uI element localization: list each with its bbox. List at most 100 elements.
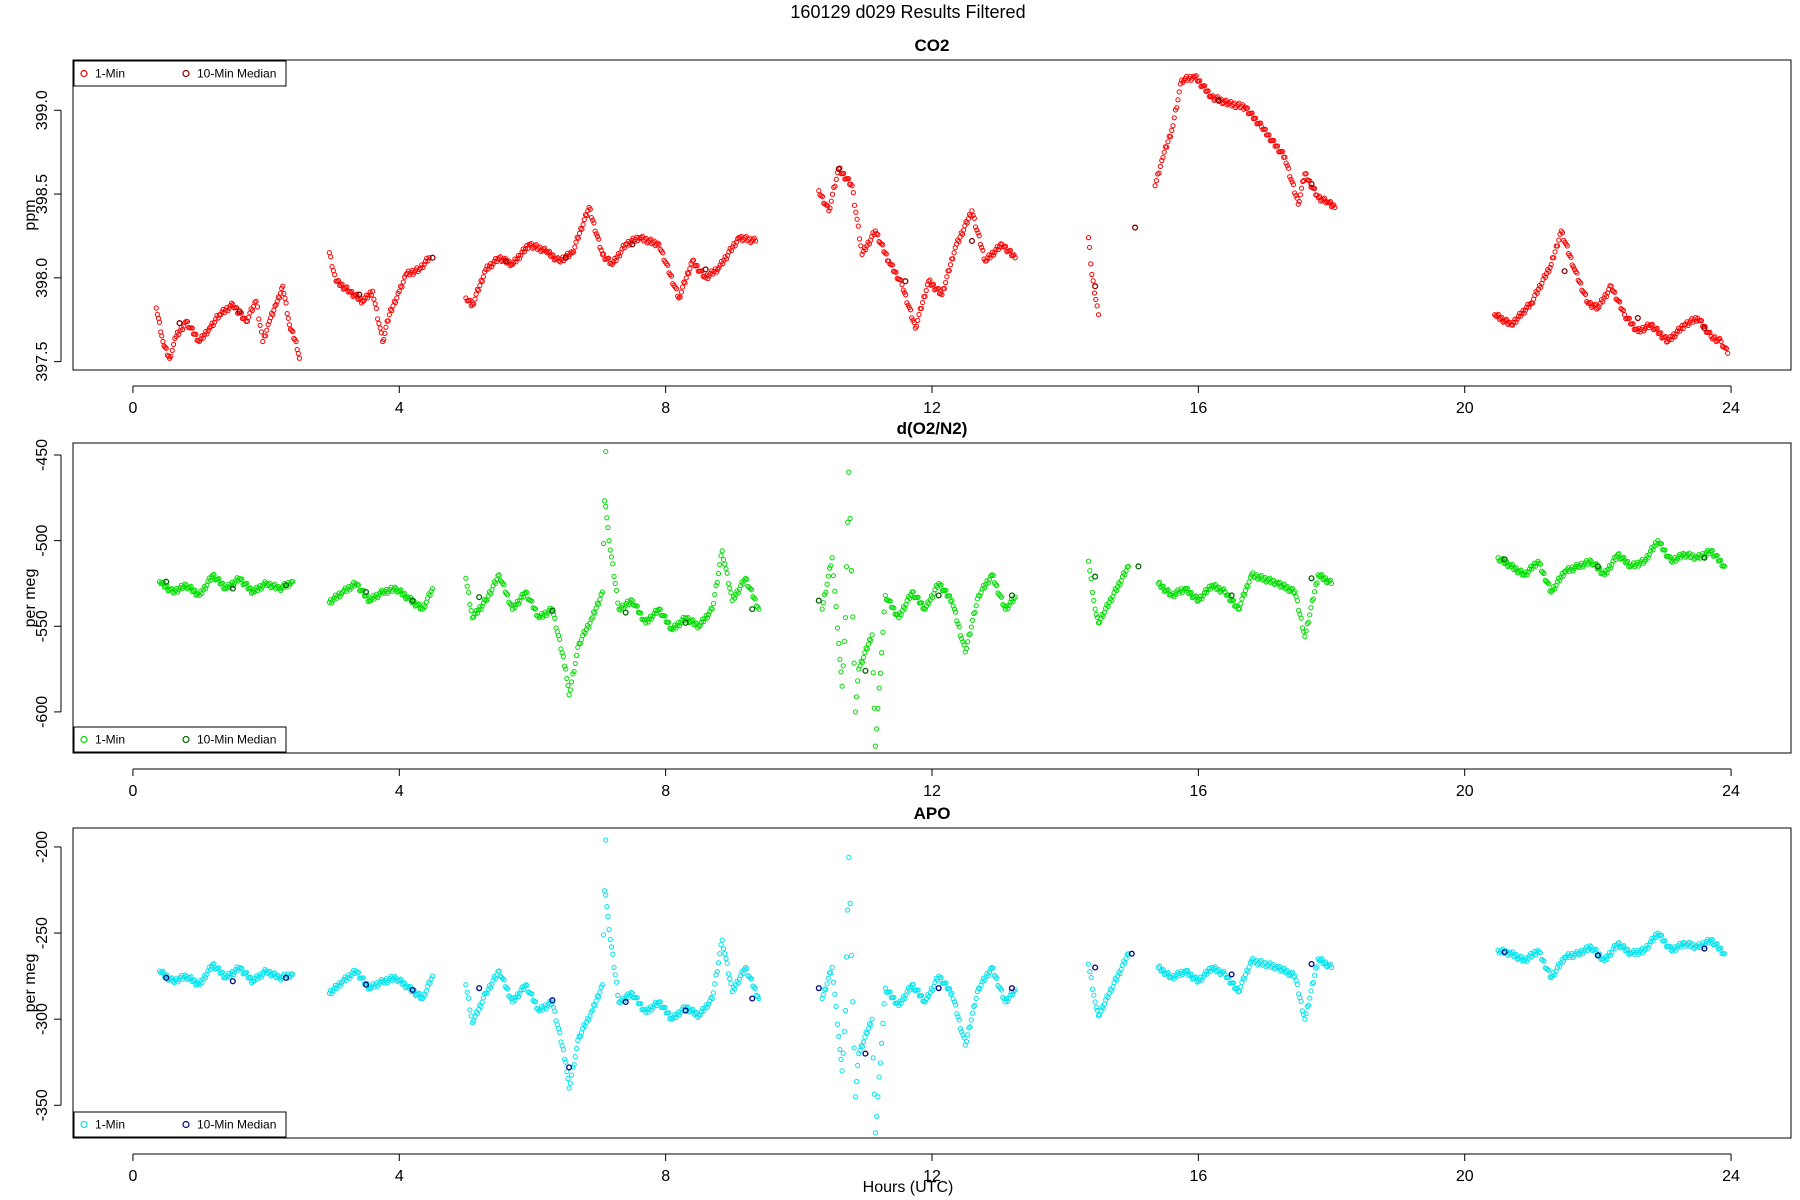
data-point-1min-interp [211,571,217,578]
data-point-1min-interp [468,608,474,614]
y-tick-label: 397.5 [34,342,51,382]
data-point-1min-interp [572,1053,578,1060]
data-point-1min-interp [561,663,568,669]
data-point-median [1092,573,1099,580]
data-point-1min-interp [1616,551,1622,557]
data-point-1min-interp [581,216,587,223]
data-point-1min-interp [479,278,485,285]
data-point-1min-interp [954,1011,960,1017]
data-point-1min-interp [1673,331,1679,337]
data-point-1min-interp [1667,334,1673,340]
data-point-1min-interp [560,1047,566,1053]
data-point-median [1228,971,1235,978]
data-point-1min-interp [557,636,563,642]
data-point-1min-interp [652,999,658,1005]
data-point-1min-interp [1007,247,1013,253]
data-point-median [1308,180,1315,188]
data-point-1min-interp [879,650,885,656]
legend-marker [182,69,190,78]
data-point-1min-interp [275,972,281,979]
data-point-1min-interp [1249,110,1255,116]
data-point-1min-interp [1646,942,1652,948]
data-point-1min-interp [971,215,977,221]
data-point-1min-interp [1667,943,1673,949]
data-point-1min-interp [973,603,979,609]
data-point-1min-interp [360,975,366,981]
data-point-1min-interp [1707,329,1713,335]
data-point-1min-interp [824,981,830,987]
data-point-1min-interp [1291,974,1297,980]
x-tick-label: 24 [1722,400,1740,417]
data-point-1min-interp [1093,611,1099,618]
data-point-1min-interp [1619,306,1625,313]
data-point-1min [816,188,822,194]
data-point-1min-interp [1518,953,1524,959]
data-point-1min-interp [267,580,273,586]
data-point-1min-interp [1124,564,1130,570]
data-point-1min-interp [337,983,343,989]
data-point-1min-interp [1239,979,1245,985]
data-point-1min-interp [1537,950,1543,956]
data-point-1min-interp [856,236,863,242]
data-point-1min-interp [387,306,394,312]
data-point-1min-interp [968,213,974,219]
data-point-1min-interp [1587,299,1594,306]
data-point-1min-interp [244,580,250,586]
data-point-1min-interp [862,1034,868,1040]
data-point-1min-interp [501,582,507,588]
data-point-1min-interp [1118,966,1124,973]
data-point-1min [719,937,725,943]
data-point-1min [463,295,469,301]
data-point-1min-interp [1226,974,1232,981]
data-point-1min-interp [524,982,530,989]
data-point-1min-interp [1241,976,1247,982]
data-point-1min-interp [567,1080,573,1086]
data-point-1min-interp [1003,996,1010,1002]
data-point-1min-interp [1294,981,1301,987]
data-point-1min-interp [467,1007,473,1013]
data-point-1min-interp [990,965,996,971]
data-point-1min-interp [966,632,972,638]
data-point-1min [852,709,859,715]
data-point-1min-interp [853,694,860,700]
data-point-median [935,592,942,599]
data-point-median [356,291,363,298]
data-point-1min [819,606,825,612]
data-point-1min-interp [550,252,556,258]
data-point-1min-interp [1322,959,1329,965]
data-point-1min-interp [1644,942,1650,949]
data-point-1min [1155,580,1162,587]
data-point-1min [1002,606,1008,612]
data-point-1min-interp [1576,279,1583,285]
data-point-1min-interp [1560,573,1566,579]
data-point-1min-interp [972,1002,978,1008]
data-point-1min-interp [859,659,865,665]
data-point-1min-interp [647,613,654,619]
data-point-1min-interp [1649,935,1655,942]
data-point-1min-interp [1003,603,1010,609]
data-point-1min-interp [188,583,194,590]
data-point-1min-interp [1311,589,1318,595]
data-point-1min-interp [479,999,485,1005]
data-point-1min-interp [694,262,700,269]
data-point-1min-interp [1223,97,1229,103]
data-point-1min-interp [965,1032,971,1038]
data-point-1min-interp [376,320,382,327]
data-point-1min-interp [1089,986,1096,992]
data-point-1min-interp [644,616,650,622]
data-point-1min-interp [717,562,723,568]
data-point-1min-interp [347,975,353,981]
data-point-1min-interp [977,241,984,248]
data-point-1min-interp [529,991,535,997]
data-point-1min-interp [838,1056,844,1062]
data-point-1min-interp [1662,547,1668,553]
data-point-1min-interp [503,985,510,991]
data-point-1min-interp [891,605,897,611]
data-point-1min-interp [518,594,524,601]
data-point-1min [609,261,615,268]
data-point-1min-interp [971,1003,977,1009]
x-tick-label: 0 [128,783,137,800]
data-point-1min [419,995,426,1002]
data-point-1min-interp [480,600,487,606]
data-point-1min-interp [1612,289,1618,295]
